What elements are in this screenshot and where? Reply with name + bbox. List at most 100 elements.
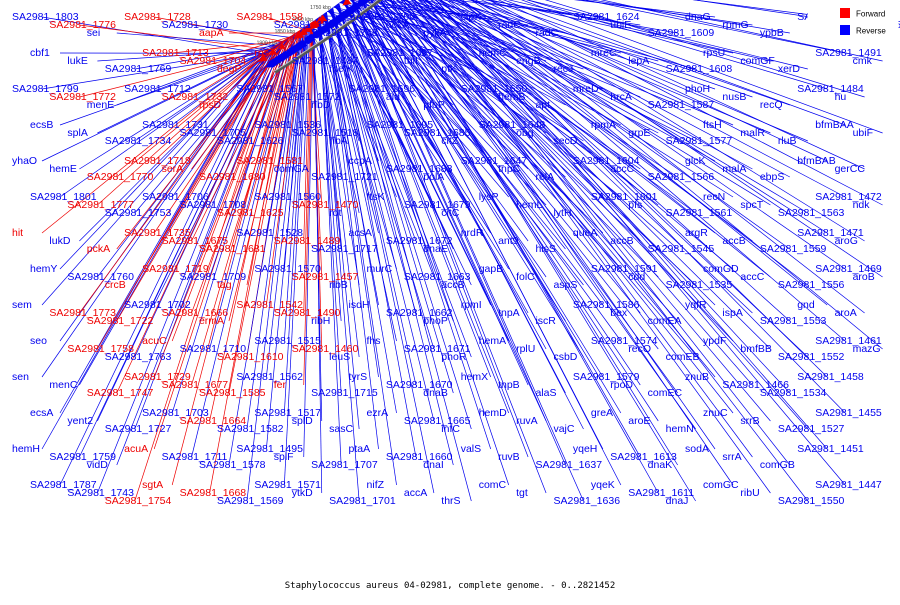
gene-label: SA2981_1665: [404, 415, 471, 427]
gene-label: pckA: [87, 243, 110, 255]
gene-label: SA2981_1451: [797, 443, 864, 455]
gene-label: SA2981_1472: [815, 191, 882, 203]
gene-label: splF: [274, 451, 294, 463]
legend-forward-swatch: [840, 8, 850, 18]
gene-label: SA2981_1563: [778, 207, 845, 219]
gene-label: apt: [535, 99, 550, 111]
gene-label: lytH: [553, 207, 571, 219]
gene-label: SA2981_1457: [292, 271, 359, 283]
gene-label: dnaI: [423, 459, 443, 471]
gene-label: SA2981_1769: [105, 63, 172, 75]
gene-label: rpmA: [591, 119, 616, 131]
gene-label: rpsU: [703, 47, 725, 59]
gene-label: menC: [49, 379, 77, 391]
scale-tick-label: 1900 kbp: [257, 40, 278, 46]
gene-label: SA2981_1455: [815, 407, 882, 419]
gene-label: nrdR: [461, 227, 484, 239]
gene-label: nusB: [722, 91, 746, 103]
gene-label: vidD: [87, 459, 108, 471]
gene-label: yent2: [67, 415, 93, 427]
gene-label: aroA: [835, 307, 857, 319]
gene-label: comC: [479, 479, 507, 491]
gene-label: ezrA: [367, 407, 389, 419]
gene-label: aroG: [835, 235, 858, 247]
gene-label: SA2981_1696: [349, 83, 416, 95]
gene-label: SA2981_1679: [404, 199, 471, 211]
gene-label: pfs: [628, 199, 642, 211]
gene-label: ypbB: [760, 27, 784, 39]
gene-label: accC: [740, 271, 764, 283]
gene-label: znuB: [685, 371, 709, 383]
gene-label: ribB: [329, 279, 348, 291]
gene-label: ccpA: [349, 155, 372, 167]
gene-label: hemN: [666, 423, 694, 435]
gene-label: pfoP: [423, 99, 445, 111]
gene-label: ecsB: [30, 119, 53, 131]
gene-label: SA2981_1552: [778, 351, 845, 363]
gene-label: comEC: [648, 387, 683, 399]
gene-label: ptk: [441, 63, 456, 75]
gene-label: accA: [404, 487, 427, 499]
gene-label: acuC: [142, 335, 167, 347]
gene-label: citZ: [441, 135, 459, 147]
gene-label: splD: [292, 415, 313, 427]
gene-label: obg: [516, 127, 534, 139]
gene-label: SA2981_1770: [87, 171, 154, 183]
gene-label: thrS: [441, 495, 460, 507]
gene-label: xerD: [778, 63, 801, 75]
gene-label: SA2981_1685: [404, 127, 471, 139]
gene-label: ypdF: [703, 335, 726, 347]
gene-label: argR: [685, 227, 708, 239]
gene-label: ecsA: [30, 407, 53, 419]
gene-label: ribD: [311, 99, 331, 111]
gene-label: queA: [573, 227, 598, 239]
gene-label: SA2981_1648: [479, 119, 546, 131]
gene-label: malA: [722, 163, 746, 175]
gene-label: SA2981_1715: [311, 387, 378, 399]
gene-label: hemL: [516, 199, 542, 211]
gene-label: SA2981_1753: [105, 207, 172, 219]
gene-label: ald: [386, 91, 400, 103]
gene-label: SA2981_1722: [87, 315, 154, 327]
gene-label: yqeK: [591, 479, 615, 491]
gene-label: SA2981_1591: [591, 263, 658, 275]
gene-label: srrB: [740, 415, 759, 427]
gene-label: spcT: [740, 199, 763, 211]
gene-label: rpsD: [199, 99, 222, 111]
gene-label: SA2981_1582: [217, 423, 284, 435]
gene-label: SA2981_1709: [180, 271, 247, 283]
gene-label: recQ: [760, 99, 783, 111]
gene-label: tnpC: [498, 163, 521, 175]
gene-label: ptaA: [349, 443, 371, 455]
gene-label: radC: [498, 19, 521, 31]
gene-label: glcK: [685, 155, 705, 167]
legend-reverse-label: Reverse: [856, 27, 886, 36]
gene-label: bfmBAA: [815, 119, 854, 131]
gene-label: SA2981_1636: [553, 495, 620, 507]
gene-label: SA2981_1734: [105, 135, 172, 147]
gene-label: cbf1: [30, 47, 50, 59]
gene-label: recJ: [553, 63, 573, 75]
gene-label: SA2981_1545: [648, 243, 715, 255]
gene-label: recN: [703, 191, 725, 203]
gene-label: tnpB: [498, 379, 520, 391]
gene-label: folC: [516, 271, 535, 283]
gene-label: SA2981_1680: [199, 171, 266, 183]
legend-forward-label: Forward: [856, 10, 885, 19]
gene-label: mazG: [853, 343, 881, 355]
gene-label: SA2981_1601: [591, 191, 658, 203]
gene-label: mreD: [573, 83, 599, 95]
gene-label: SA2981_1587: [648, 99, 715, 111]
gene-label: ispA: [722, 307, 742, 319]
gene-label: dnaE: [423, 243, 448, 255]
gene-label: SA2981_1556: [778, 279, 845, 291]
gene-label: SA2981_1458: [797, 371, 864, 383]
gene-label: SA2981_1681: [199, 243, 266, 255]
gene-label: valS: [461, 443, 481, 455]
gene-label: comGD: [703, 263, 739, 275]
gene-label: phoH: [685, 83, 710, 95]
gene-label: ndk: [853, 199, 871, 211]
gene-label: tnpA: [498, 307, 520, 319]
gene-label: SA2981_1625: [217, 207, 284, 219]
